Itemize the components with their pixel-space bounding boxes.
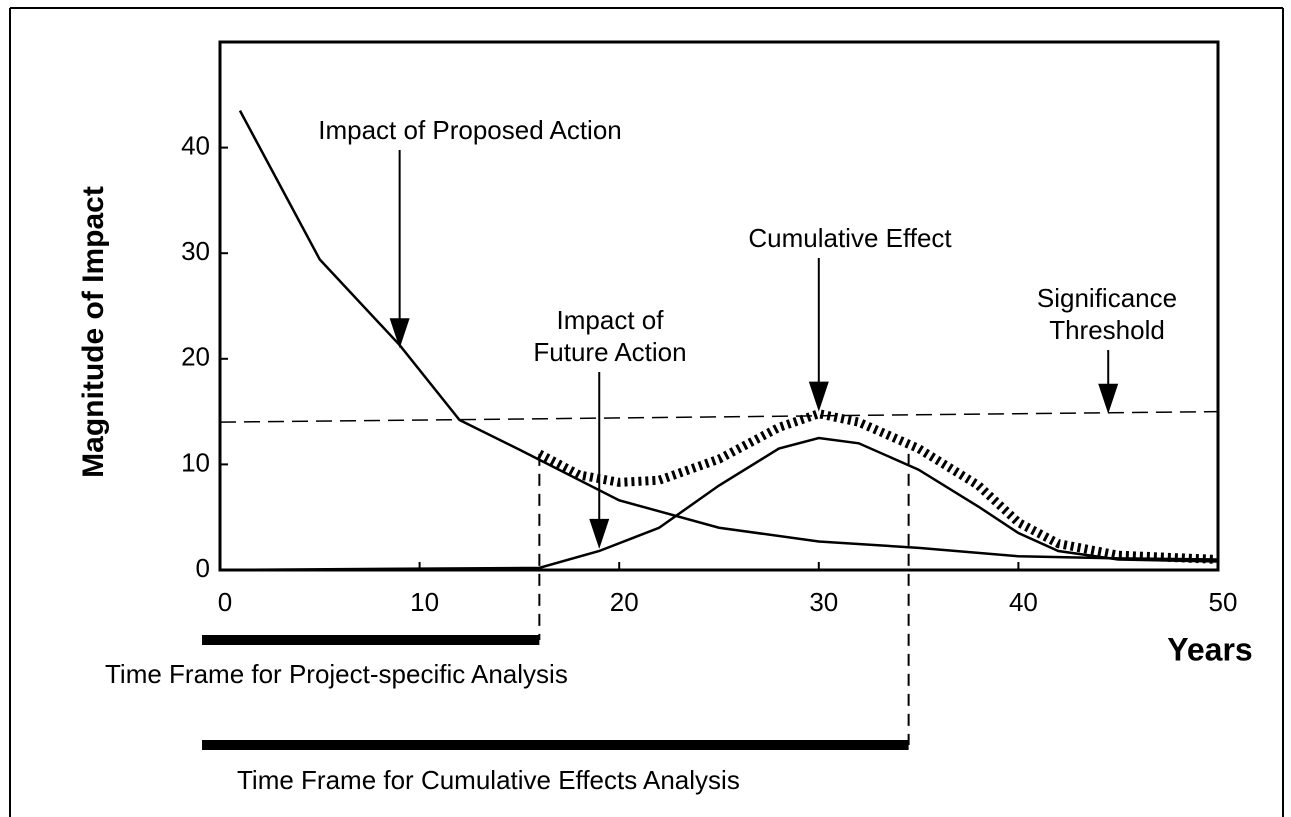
x-tick-label: 20 xyxy=(610,587,639,617)
y-tick-label: 20 xyxy=(181,342,210,372)
line xyxy=(219,410,1219,423)
annotation-text: Cumulative Effect xyxy=(748,223,952,253)
annotation-text: Threshold xyxy=(1049,315,1165,345)
x-tick-label: 30 xyxy=(809,587,838,617)
arrowhead xyxy=(589,518,610,549)
time-frame-label: Time Frame for Cumulative Effects Analys… xyxy=(237,765,740,795)
annotation-text: Significance xyxy=(1037,283,1177,313)
line xyxy=(537,409,1219,564)
x-axis-label: Years xyxy=(1167,631,1252,667)
annotation-text: Impact of xyxy=(557,305,665,335)
line xyxy=(238,110,1219,561)
y-tick-label: 30 xyxy=(181,236,210,266)
arrowhead xyxy=(808,381,829,412)
y-axis-label: Magnitude of Impact xyxy=(77,186,110,478)
y-tick-label: 0 xyxy=(196,553,210,583)
annotation-text: Impact of Proposed Action xyxy=(318,115,622,145)
x-tick-label: 50 xyxy=(1209,587,1238,617)
y-tick-label: 10 xyxy=(181,447,210,477)
x-tick-label: 40 xyxy=(1009,587,1038,617)
line xyxy=(219,436,1219,572)
x-tick-label: 10 xyxy=(410,587,439,617)
arrowhead xyxy=(389,318,410,349)
plot-frame xyxy=(218,40,1220,572)
annotation-text: Future Action xyxy=(533,337,686,367)
arrowhead xyxy=(1098,383,1119,414)
time-frame-label: Time Frame for Project-specific Analysis xyxy=(105,659,568,689)
y-tick-label: 40 xyxy=(181,130,210,160)
x-tick-label: 0 xyxy=(218,587,232,617)
